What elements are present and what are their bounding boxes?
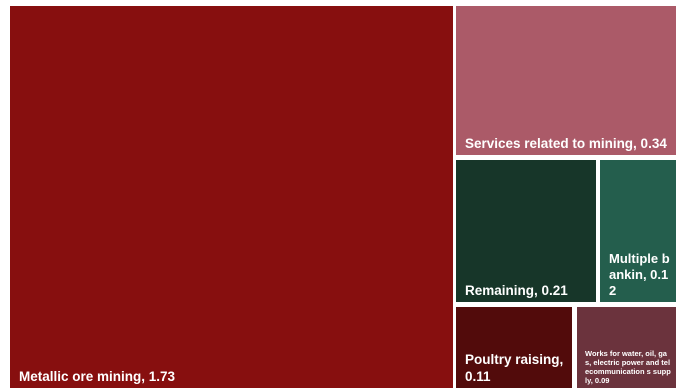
treemap-tile-label: Multiple bankin, 0.12 [609,251,670,298]
treemap-tile: Poultry raising, 0.11 [456,307,572,388]
treemap-tile-label: Services related to mining, 0.34 [465,136,667,151]
treemap-tile-label: Metallic ore mining, 1.73 [19,369,176,384]
treemap-tile-label: Remaining, 0.21 [465,283,568,298]
treemap-tile: Multiple bankin, 0.12 [600,160,676,302]
treemap-tile: Services related to mining, 0.34 [456,6,676,155]
treemap-tile-label: Works for water, oil, gas, electric powe… [585,349,671,385]
treemap-tile: Metallic ore mining, 1.73 [10,6,453,388]
treemap-tile: Works for water, oil, gas, electric powe… [577,307,676,388]
treemap-tile: Remaining, 0.21 [456,160,596,302]
treemap-tile-label: Poultry raising, 0.11 [465,352,564,384]
